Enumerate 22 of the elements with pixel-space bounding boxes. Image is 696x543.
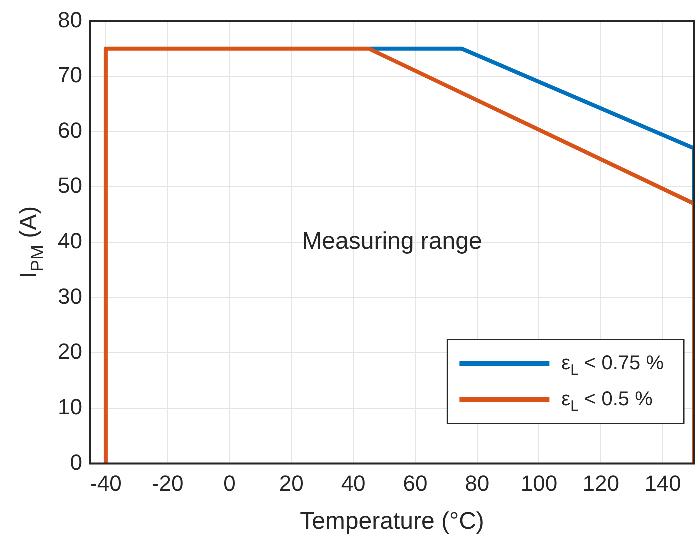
- y-tick-label: 30: [58, 284, 82, 309]
- x-tick-label: 140: [644, 471, 682, 496]
- x-tick-label: -40: [90, 471, 122, 496]
- y-tick-label: 10: [58, 394, 82, 420]
- y-tick-label: 50: [58, 173, 82, 198]
- y-tick-label: 80: [58, 7, 82, 32]
- y-tick-label: 0: [70, 450, 82, 475]
- x-tick-label: 100: [520, 471, 558, 496]
- x-tick-label: -20: [152, 471, 184, 496]
- x-tick-label: 120: [582, 471, 620, 496]
- y-tick-label: 40: [58, 228, 82, 254]
- y-tick-label: 70: [58, 62, 82, 88]
- annotation: Measuring range: [302, 228, 482, 256]
- x-tick-label: 0: [224, 471, 236, 496]
- x-tick-label: 60: [403, 471, 428, 496]
- x-axis-title: Temperature (°C): [300, 508, 484, 536]
- y-tick-label: 20: [58, 339, 82, 364]
- y-axis-title: IPM (A): [16, 206, 48, 279]
- x-tick-label: 80: [465, 471, 490, 496]
- x-tick-label: 40: [341, 471, 366, 496]
- x-tick-label: 20: [279, 471, 304, 496]
- y-tick-label: 60: [58, 118, 82, 143]
